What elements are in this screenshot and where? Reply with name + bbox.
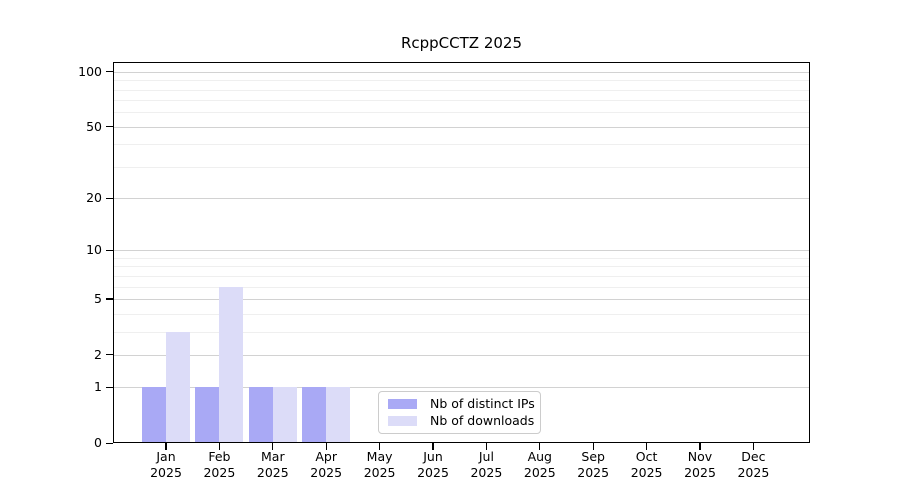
x-tick-mark bbox=[485, 443, 487, 450]
gridline-major bbox=[113, 387, 810, 389]
y-tick-label: 20 bbox=[86, 190, 102, 206]
legend-item-downloads: Nb of downloads bbox=[388, 412, 535, 428]
legend-label-ips: Nb of distinct IPs bbox=[430, 396, 535, 412]
y-tick-label: 10 bbox=[86, 242, 102, 258]
gridline-minor bbox=[113, 144, 810, 146]
gridline-major bbox=[113, 250, 810, 252]
bar-ips-apr bbox=[302, 387, 327, 443]
x-tick-year: 2025 bbox=[203, 464, 236, 480]
x-tick-year: 2025 bbox=[737, 464, 770, 480]
bar-ips-mar bbox=[248, 387, 273, 443]
gridline-minor bbox=[113, 286, 810, 288]
y-tick-label: 1 bbox=[94, 379, 102, 395]
x-tick-label: Oct 2025 bbox=[612, 449, 682, 480]
y-tick-mark bbox=[106, 71, 113, 73]
x-tick-label: Aug 2025 bbox=[505, 449, 575, 480]
gridline-major bbox=[113, 71, 810, 73]
x-tick-mark bbox=[218, 443, 220, 450]
gridline-minor bbox=[113, 266, 810, 268]
x-tick-year: 2025 bbox=[256, 464, 289, 480]
x-tick-year: 2025 bbox=[470, 464, 503, 480]
x-tick-year: 2025 bbox=[684, 464, 716, 480]
y-tick-mark bbox=[106, 197, 113, 199]
y-tick-mark bbox=[106, 126, 113, 128]
gridline-minor bbox=[113, 112, 810, 114]
x-tick-label: Feb 2025 bbox=[184, 449, 254, 480]
gridline-major bbox=[113, 198, 810, 200]
gridline-minor bbox=[113, 89, 810, 91]
gridline-minor bbox=[113, 313, 810, 315]
y-tick-label: 0 bbox=[94, 435, 102, 450]
x-tick-year: 2025 bbox=[310, 464, 343, 480]
x-tick-label: Jan 2025 bbox=[131, 449, 201, 480]
plot-frame bbox=[113, 62, 810, 443]
plot-area bbox=[113, 62, 810, 443]
x-tick-mark bbox=[539, 443, 541, 450]
x-tick-label: Nov 2025 bbox=[665, 449, 735, 480]
gridline-minor bbox=[113, 100, 810, 102]
bar-ips-feb bbox=[195, 387, 220, 443]
x-tick-label: Dec 2025 bbox=[718, 449, 788, 480]
chart-title: RcppCCTZ 2025 bbox=[400, 34, 523, 52]
gridline-minor bbox=[113, 166, 810, 168]
gridline-major bbox=[113, 126, 810, 128]
x-tick-mark bbox=[325, 443, 327, 450]
bar-downloads-apr bbox=[326, 387, 351, 443]
x-tick-mark bbox=[592, 443, 594, 450]
legend-swatch-downloads bbox=[388, 415, 417, 426]
y-tick-label: 50 bbox=[86, 118, 102, 134]
x-tick-mark bbox=[752, 443, 754, 450]
x-tick-label: Apr 2025 bbox=[291, 449, 361, 480]
y-tick-label: 5 bbox=[94, 290, 102, 306]
y-tick-mark bbox=[106, 386, 113, 388]
x-tick-label: Mar 2025 bbox=[238, 449, 308, 480]
x-tick-mark bbox=[646, 443, 648, 450]
gridline-minor bbox=[113, 80, 810, 82]
x-tick-label: Sep 2025 bbox=[558, 449, 628, 480]
x-tick-year: 2025 bbox=[150, 464, 182, 480]
x-tick-year: 2025 bbox=[630, 464, 663, 480]
x-tick-mark bbox=[165, 443, 167, 450]
gridline-major bbox=[113, 354, 810, 356]
x-tick-year: 2025 bbox=[363, 464, 396, 480]
bar-downloads-mar bbox=[272, 387, 297, 443]
gridline-major bbox=[113, 298, 810, 300]
legend: Nb of distinct IPs Nb of downloads bbox=[378, 391, 541, 434]
gridline-minor bbox=[113, 257, 810, 259]
y-tick-mark bbox=[106, 354, 113, 356]
bar-downloads-jan bbox=[166, 331, 190, 443]
x-tick-year: 2025 bbox=[417, 464, 449, 480]
x-tick-label: Jun 2025 bbox=[398, 449, 468, 480]
x-tick-mark bbox=[432, 443, 434, 450]
legend-swatch-ips bbox=[388, 399, 417, 410]
gridline-minor bbox=[113, 331, 810, 333]
y-tick-mark bbox=[106, 442, 113, 444]
x-tick-mark bbox=[699, 443, 701, 450]
x-tick-label: Jul 2025 bbox=[451, 449, 521, 480]
legend-item-distinct-ips: Nb of distinct IPs bbox=[388, 397, 535, 411]
x-tick-label: May 2025 bbox=[345, 449, 415, 480]
y-tick-mark bbox=[106, 298, 113, 300]
x-tick-mark bbox=[379, 443, 381, 450]
bar-ips-jan bbox=[142, 387, 166, 443]
x-tick-year: 2025 bbox=[577, 464, 610, 480]
y-tick-label: 2 bbox=[94, 346, 102, 362]
y-tick-label: 100 bbox=[78, 63, 102, 79]
x-tick-year: 2025 bbox=[523, 464, 556, 480]
gridline-minor bbox=[113, 275, 810, 277]
y-tick-mark bbox=[106, 249, 113, 251]
bar-downloads-feb bbox=[219, 286, 244, 443]
x-tick-mark bbox=[272, 443, 274, 450]
legend-label-downloads: Nb of downloads bbox=[430, 412, 535, 428]
